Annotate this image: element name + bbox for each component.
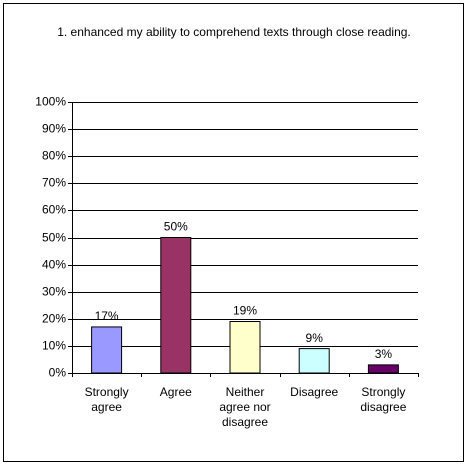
x-tick-label: Agree: [159, 385, 192, 399]
bar: [91, 326, 123, 374]
x-tick-label: Strongly disagree: [360, 385, 407, 414]
y-tick-label: 60%: [42, 203, 66, 217]
chart-border: [3, 3, 464, 462]
bar: [229, 321, 261, 374]
y-tick-label: 30%: [42, 285, 66, 299]
y-tick-label: 50%: [42, 231, 66, 245]
data-label: 50%: [164, 220, 188, 234]
bar: [367, 364, 399, 374]
y-tick-label: 0%: [49, 366, 67, 380]
data-label: 3%: [375, 347, 393, 361]
y-tick-label: 20%: [42, 312, 66, 326]
data-label: 19%: [233, 304, 257, 318]
bar: [298, 348, 330, 374]
bar: [160, 237, 192, 374]
x-tick-label: Neither agree nor disagree: [219, 385, 271, 429]
x-tick-label: Strongly agree: [84, 385, 129, 414]
data-label: 17%: [95, 309, 119, 323]
chart-title: 1. enhanced my ability to comprehend tex…: [57, 25, 411, 39]
y-tick-label: 10%: [42, 339, 66, 353]
y-tick-label: 80%: [42, 149, 66, 163]
y-tick-label: 100%: [35, 95, 66, 109]
y-tick-label: 90%: [42, 122, 66, 136]
x-tick-label: Disagree: [290, 385, 339, 399]
y-tick-label: 40%: [42, 258, 66, 272]
y-tick-label: 70%: [42, 176, 66, 190]
data-label: 9%: [306, 331, 324, 345]
